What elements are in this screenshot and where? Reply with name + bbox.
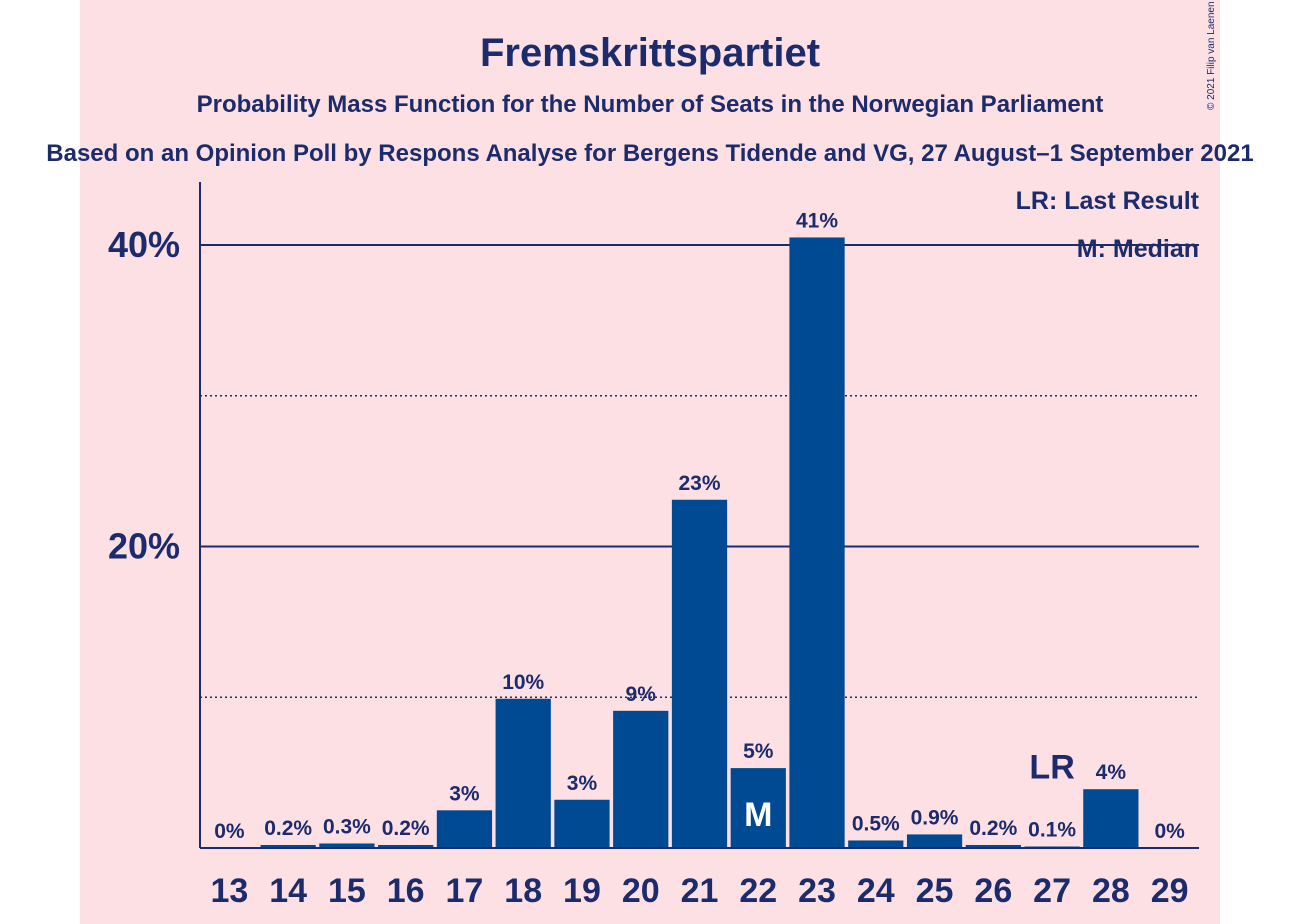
data-label: 0.9% [911, 806, 959, 829]
data-label: 0.2% [382, 817, 430, 840]
x-tick-label: 29 [1151, 872, 1189, 910]
x-tick-label: 14 [269, 872, 307, 910]
data-label: 10% [502, 671, 544, 694]
bar-seat-22 [730, 768, 786, 848]
data-label: 0.2% [264, 817, 312, 840]
data-label: 5% [743, 740, 774, 763]
x-tick-label: 15 [328, 872, 366, 910]
bar-seat-26 [965, 844, 1021, 848]
bar-seat-17 [436, 810, 493, 848]
x-tick-label: 22 [739, 872, 777, 910]
x-tick-label: 23 [798, 872, 836, 910]
x-tick-label: 25 [916, 872, 954, 910]
data-label: 0% [214, 820, 245, 843]
x-tick-label: 20 [622, 872, 660, 910]
median-marker: M [744, 796, 772, 834]
bar-seat-25 [906, 834, 963, 848]
copyright-note: © 2021 Filip van Laenen [1206, 1, 1217, 110]
bar-seat-21 [671, 499, 728, 848]
data-labels: 0% 0.2% 0.3% 0.2% 3% 10% 3% 9% 23% 5% M 41% 0.5% 0.9%… [214, 209, 1185, 843]
last-result-marker: LR [1029, 748, 1074, 786]
x-tick-label: 13 [210, 872, 248, 910]
data-label: 0.5% [852, 812, 900, 835]
data-label: 0.3% [323, 815, 371, 838]
data-label: 3% [449, 782, 480, 805]
x-tick-label: 17 [446, 872, 484, 910]
y-tick-labels: 20% 40% [108, 224, 180, 567]
x-tick-label: 24 [857, 872, 895, 910]
chart-subtitle: Probability Mass Function for the Number… [197, 91, 1104, 118]
x-tick-label: 18 [504, 872, 542, 910]
data-label: 41% [796, 209, 838, 232]
y-tick-label: 20% [108, 526, 180, 567]
x-tick-labels: 13 14 15 16 17 18 19 20 21 22 23 24 25 26 27 28 29 [210, 872, 1188, 910]
bar-seat-24 [848, 840, 904, 848]
x-tick-label: 28 [1092, 872, 1130, 910]
x-tick-label: 27 [1033, 872, 1071, 910]
bar-seat-19 [554, 799, 610, 848]
chart-title: Fremskrittspartiet [480, 31, 820, 75]
legend-median: M: Median [1077, 235, 1199, 263]
bar-seat-15 [319, 843, 375, 848]
x-tick-label: 16 [387, 872, 425, 910]
bar-seat-14 [260, 844, 316, 848]
data-label: 23% [678, 472, 720, 495]
chart-source: Based on an Opinion Poll by Respons Anal… [46, 140, 1253, 167]
bar-seat-23 [789, 237, 845, 848]
data-label: 9% [626, 683, 657, 706]
x-tick-label: 19 [563, 872, 601, 910]
data-label: 4% [1096, 761, 1127, 784]
x-tick-label: 26 [974, 872, 1012, 910]
x-tick-label: 21 [681, 872, 719, 910]
data-label: 3% [567, 772, 598, 795]
bar-seat-28 [1083, 789, 1139, 848]
data-label: 0.2% [969, 817, 1017, 840]
data-label: 0% [1154, 820, 1185, 843]
bar-seat-16 [378, 844, 434, 848]
y-tick-label: 40% [108, 224, 180, 265]
bar-seat-20 [613, 710, 669, 848]
data-label: 0.1% [1028, 818, 1076, 841]
bar-seat-18 [495, 698, 551, 848]
bars [260, 237, 1139, 848]
legend-last-result: LR: Last Result [1016, 187, 1200, 215]
